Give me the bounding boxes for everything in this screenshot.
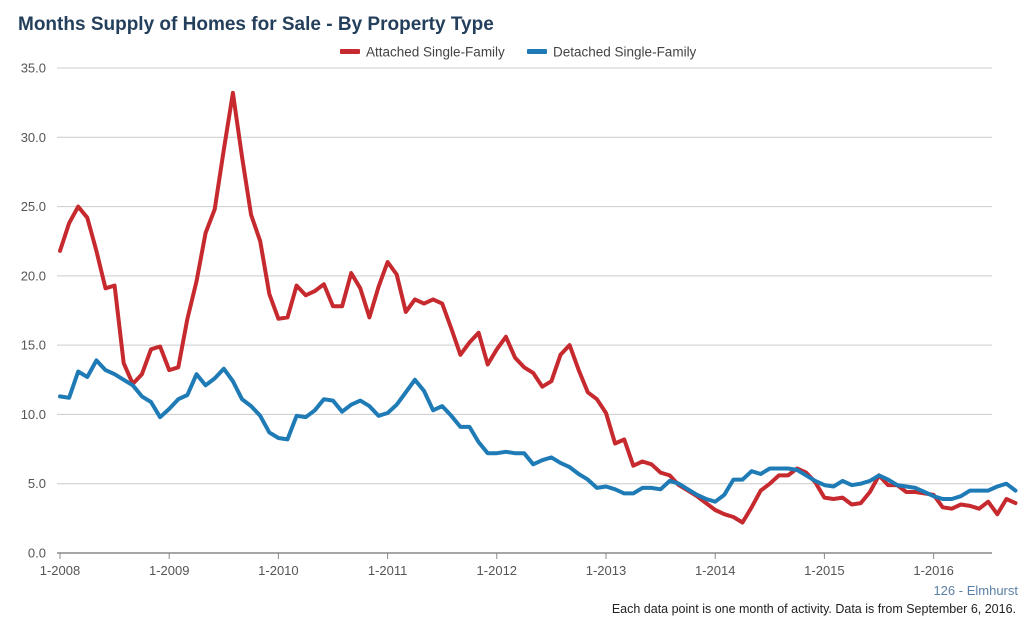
x-axis: 1-2008 1-2009 1-2010 1-2011 1-2012 1-2013 1-20…	[40, 553, 954, 578]
area-label: 126 - Elmhurst	[933, 583, 1018, 598]
x-tick-label: 1-2013	[586, 563, 626, 578]
series-lines	[58, 90, 1018, 525]
x-tick-label: 1-2012	[477, 563, 517, 578]
x-tick-label: 1-2010	[258, 563, 298, 578]
y-tick-label: 25.0	[21, 199, 46, 214]
x-tick-label: 1-2008	[40, 563, 80, 578]
y-tick-label: 5.0	[28, 476, 46, 491]
x-tick-label: 1-2009	[149, 563, 189, 578]
grid-lines	[57, 67, 992, 554]
legend-swatch-detached	[527, 49, 547, 54]
legend-label-detached: Detached Single-Family	[553, 45, 697, 60]
y-tick-label: 35.0	[21, 61, 46, 76]
x-tick-label: 1-2016	[913, 563, 953, 578]
y-tick-label: 20.0	[21, 268, 46, 283]
series-line-attached	[58, 90, 1018, 525]
x-tick-label: 1-2015	[804, 563, 844, 578]
legend-swatch-attached	[340, 49, 360, 54]
y-axis-ticks: 0.0 5.0 10.0 15.0 20.0 25.0 30.0 35.0	[21, 61, 46, 561]
legend: Attached Single-Family Detached Single-Fa…	[340, 45, 697, 60]
footnote: Each data point is one month of activity…	[612, 602, 1016, 616]
x-tick-label: 1-2011	[368, 563, 408, 578]
legend-label-attached: Attached Single-Family	[366, 45, 505, 60]
series-line-detached	[58, 358, 1018, 504]
y-tick-label: 0.0	[28, 546, 46, 561]
chart-title: Months Supply of Homes for Sale - By Pro…	[18, 14, 494, 35]
x-tick-label: 1-2014	[695, 563, 735, 578]
y-tick-label: 10.0	[21, 407, 46, 422]
y-tick-label: 30.0	[21, 130, 46, 145]
y-tick-label: 15.0	[21, 338, 46, 353]
